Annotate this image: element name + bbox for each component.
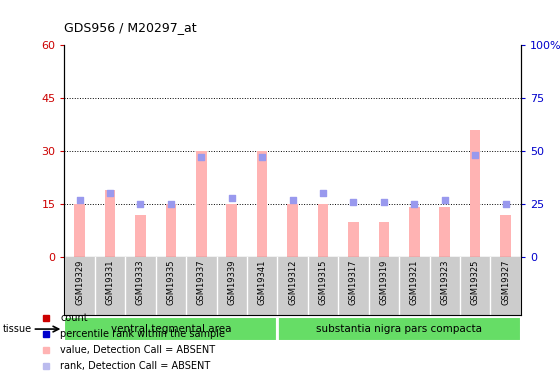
Point	[440, 196, 449, 202]
Bar	[287, 204, 298, 257]
Text: GSM19333: GSM19333	[136, 260, 145, 305]
Text: GSM19321: GSM19321	[410, 260, 419, 305]
Text: GSM19337: GSM19337	[197, 260, 206, 305]
Point	[410, 201, 419, 207]
Bar	[226, 204, 237, 257]
Text: value, Detection Call = ABSENT: value, Detection Call = ABSENT	[60, 345, 216, 355]
Text: GSM19339: GSM19339	[227, 260, 236, 305]
Bar	[440, 207, 450, 257]
Text: rank, Detection Call = ABSENT: rank, Detection Call = ABSENT	[60, 362, 211, 371]
Text: GSM19335: GSM19335	[166, 260, 175, 305]
Bar	[379, 222, 389, 257]
Point	[166, 201, 175, 207]
Bar	[409, 207, 419, 257]
Text: GSM19325: GSM19325	[470, 260, 480, 305]
Text: GSM19329: GSM19329	[75, 260, 84, 305]
Point	[227, 195, 236, 201]
Bar	[196, 151, 207, 257]
Point	[319, 190, 328, 196]
Bar	[257, 151, 268, 257]
Bar	[348, 222, 359, 257]
Text: GSM19315: GSM19315	[319, 260, 328, 305]
Bar	[470, 130, 480, 257]
Text: GSM19317: GSM19317	[349, 260, 358, 305]
Bar	[135, 214, 146, 257]
Bar	[166, 204, 176, 257]
Bar	[318, 204, 328, 257]
Point	[288, 196, 297, 202]
Text: GSM19323: GSM19323	[440, 260, 449, 305]
Text: GSM19312: GSM19312	[288, 260, 297, 305]
Bar	[277, 317, 521, 341]
Text: count: count	[60, 313, 88, 323]
Bar	[64, 317, 277, 341]
Text: GSM19331: GSM19331	[105, 260, 115, 305]
Point	[471, 152, 480, 158]
Point	[75, 196, 84, 202]
Text: ventral tegmental area: ventral tegmental area	[111, 324, 231, 334]
Point	[106, 190, 115, 196]
Text: tissue: tissue	[3, 324, 32, 334]
Text: GSM19341: GSM19341	[258, 260, 267, 305]
Point	[197, 154, 206, 160]
Point	[136, 201, 145, 207]
Bar	[74, 204, 85, 257]
Text: substantia nigra pars compacta: substantia nigra pars compacta	[316, 324, 482, 334]
Bar	[500, 214, 511, 257]
Point	[349, 199, 358, 205]
Point	[501, 201, 510, 207]
Point	[380, 199, 389, 205]
Bar	[105, 190, 115, 257]
Point	[258, 154, 267, 160]
Text: GSM19327: GSM19327	[501, 260, 510, 305]
Text: GSM19319: GSM19319	[379, 260, 389, 305]
Text: GDS956 / M20297_at: GDS956 / M20297_at	[64, 21, 197, 34]
Text: percentile rank within the sample: percentile rank within the sample	[60, 329, 225, 339]
